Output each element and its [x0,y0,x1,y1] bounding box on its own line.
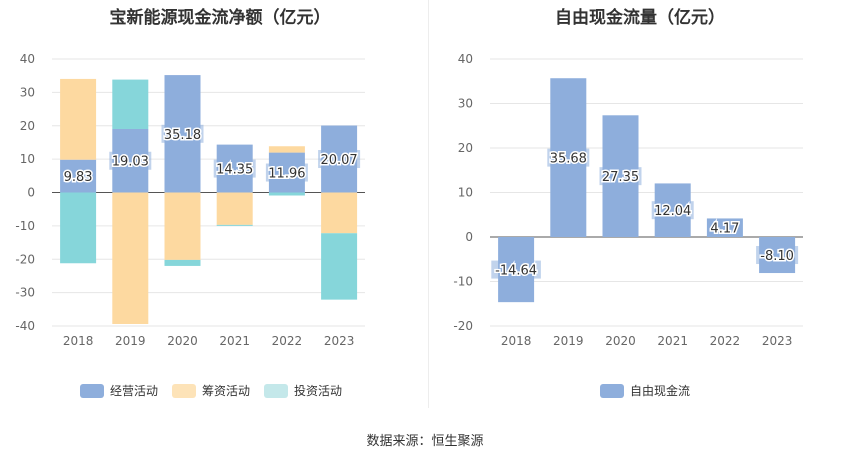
legend-swatch-operating [80,383,104,398]
left-xtick-label: 2022 [272,334,303,348]
right-data-label: 4.17 [710,222,739,237]
left-ytick-label: -30 [15,286,35,300]
right-free-cashflow-chart: 40 30 20 10 0 -10 -20 2018 2019 2020 2021 2022 2023 -… [453,52,803,348]
right-data-label-bg [547,148,590,167]
left-bar-1 [268,146,305,153]
left-ytick-label: 20 [20,119,35,133]
left-data-label-bg [161,124,204,143]
left-data-label-bg [265,163,308,182]
left-bar-2 [164,259,201,266]
legend-label-financing: 筹资活动 [202,384,251,398]
data-source: 数据来源：恒生聚源 [366,434,484,449]
right-data-label: 27.35 [602,170,639,185]
right-xtick-label: 2021 [657,334,688,348]
right-data-label: -14.64 [495,264,537,279]
legend-swatch-financing [172,383,197,398]
panel-divider [428,0,429,408]
left-data-label: 19.03 [112,155,149,170]
left-data-label: 14.35 [216,163,253,178]
left-bar-1 [112,192,149,324]
left-data-label-bg [60,167,96,186]
left-data-label-bg [213,159,256,178]
legend-swatch-free-cashflow [600,383,624,398]
right-ytick-label: -20 [453,319,473,333]
right-xtick-label: 2023 [762,334,793,348]
left-data-label: 11.96 [268,167,305,182]
left-bar-1 [60,78,97,160]
right-data-label: -8.10 [760,249,794,264]
left-ytick-label: -10 [15,219,35,233]
left-ytick-label: -20 [15,252,35,266]
legend-label-investing: 投资活动 [294,384,343,398]
right-chart-title: 自由现金流量（亿元） [555,8,725,28]
right-ytick-label: 20 [458,141,473,155]
left-chart-title: 宝新能源现金流净额（亿元） [109,8,331,28]
left-xtick-label: 2021 [219,334,250,348]
left-data-label-bg [318,150,361,169]
legend-swatch-investing [264,383,289,398]
right-ytick-label: 40 [458,52,473,66]
left-bar-2 [216,224,253,226]
left-ytick-label: 10 [20,152,35,166]
left-bar-2 [112,79,149,129]
left-xtick-label: 2019 [115,334,146,348]
left-data-label: 20.07 [320,153,357,168]
left-bar-1 [321,192,358,234]
right-ytick-label: 30 [458,97,473,111]
left-xtick-label: 2018 [63,334,94,348]
left-cashflow-chart: 40 30 20 10 0 -10 -20 -30 -40 2018 2019 2020 2021 202… [15,52,365,348]
legend-label-free-cashflow: 自由现金流 [630,384,691,398]
right-xtick-label: 2018 [501,334,532,348]
right-data-label-bg [599,167,642,186]
legend-item-financing[interactable]: 筹资活动 [172,382,250,399]
left-ytick-label: -40 [15,319,35,333]
left-legend: 经营活动 筹资活动 投资活动 [80,382,342,399]
legend-item-free-cashflow[interactable]: 自由现金流 [600,382,690,399]
left-bar-1 [216,192,253,225]
left-ytick-label: 30 [20,85,35,99]
right-xtick-label: 2019 [553,334,584,348]
left-ytick-label: 0 [27,186,35,200]
left-bar-2 [268,192,305,196]
right-ytick-label: 10 [458,186,473,200]
left-xtick-label: 2020 [167,334,198,348]
legend-item-investing[interactable]: 投资活动 [264,382,342,399]
left-xtick-label: 2023 [324,334,355,348]
left-bar-1 [164,192,201,260]
right-data-label-bg [651,201,694,220]
right-data-label: 35.68 [550,152,587,167]
right-data-label-bg [756,246,799,265]
left-bar-2 [321,233,358,300]
right-ytick-label: -10 [453,275,473,289]
right-xtick-label: 2020 [605,334,636,348]
left-data-label: 35.18 [164,128,201,143]
left-data-label-bg [109,151,152,170]
right-data-label-bg [707,218,743,237]
left-data-label: 9.83 [64,170,93,185]
right-legend: 自由现金流 [600,382,690,399]
right-xtick-label: 2022 [710,334,741,348]
right-data-label: 12.04 [654,204,691,219]
legend-label-operating: 经营活动 [110,384,159,398]
right-ytick-label: 0 [465,230,473,244]
right-data-label-bg [491,260,541,279]
legend-item-operating[interactable]: 经营活动 [80,382,158,399]
left-ytick-label: 40 [20,52,35,66]
left-bar-2 [60,192,97,264]
